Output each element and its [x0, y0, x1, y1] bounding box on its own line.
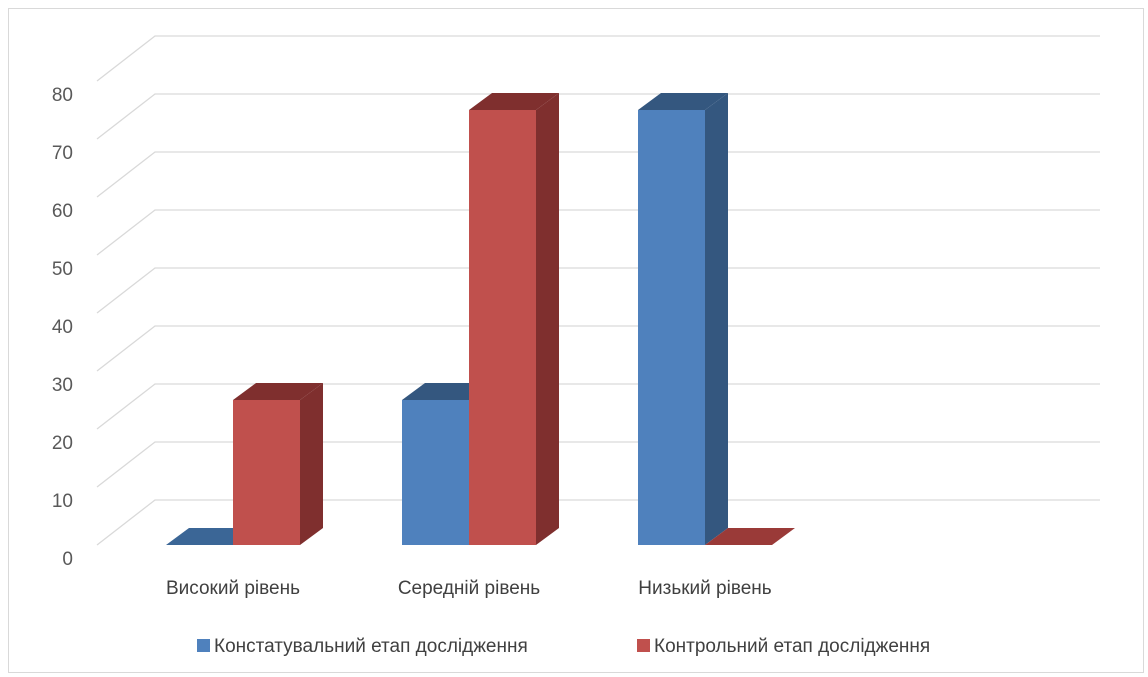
legend-swatch — [197, 639, 210, 652]
gridline — [96, 499, 1100, 546]
y-tick-label: 10 — [52, 491, 73, 512]
bar-front — [233, 400, 300, 545]
category-label: Низький рівень — [638, 578, 771, 599]
y-tick-label: 20 — [52, 433, 73, 454]
bar-top — [469, 93, 559, 110]
bar — [705, 528, 795, 545]
legend-item: Контрольний етап дослідження — [637, 636, 930, 657]
bar-side — [536, 93, 559, 545]
x-axis-categories: Високий рівень Середній рівень Низький рів… — [166, 578, 772, 599]
bar — [638, 93, 728, 545]
gridline — [96, 151, 1100, 198]
y-tick-label: 0 — [62, 549, 73, 570]
gridline — [96, 325, 1100, 372]
y-tick-label: 40 — [52, 317, 73, 338]
y-tick-label: 70 — [52, 143, 73, 164]
bar-front — [638, 110, 705, 545]
bar — [233, 383, 323, 545]
bars — [166, 93, 795, 545]
gridline — [96, 441, 1100, 488]
legend-item: Констатувальний етап дослідження — [197, 636, 528, 657]
bar-top — [705, 528, 795, 545]
bar-front — [402, 400, 469, 545]
y-axis-ticks: 0 10 20 30 40 50 60 70 80 — [52, 85, 73, 570]
bar-side — [300, 383, 323, 545]
legend-swatch — [637, 639, 650, 652]
bar-front — [469, 110, 536, 545]
gridline — [96, 383, 1100, 430]
chart-frame — [8, 8, 1144, 673]
bar-side — [705, 93, 728, 545]
bar-top — [638, 93, 728, 110]
gridline — [96, 93, 1100, 140]
gridline — [96, 209, 1100, 256]
gridline — [96, 35, 1100, 82]
y-tick-label: 50 — [52, 259, 73, 280]
gridline — [96, 267, 1100, 314]
legend: Констатувальний етап дослідження Контроль… — [197, 636, 930, 657]
legend-label: Контрольний етап дослідження — [654, 636, 930, 657]
gridlines — [96, 35, 1100, 546]
y-tick-label: 80 — [52, 85, 73, 106]
category-label: Середній рівень — [398, 578, 540, 599]
legend-label: Констатувальний етап дослідження — [214, 636, 528, 657]
category-label: Високий рівень — [166, 578, 300, 599]
bar — [469, 93, 559, 545]
y-tick-label: 30 — [52, 375, 73, 396]
y-tick-label: 60 — [52, 201, 73, 222]
bar-top — [233, 383, 323, 400]
